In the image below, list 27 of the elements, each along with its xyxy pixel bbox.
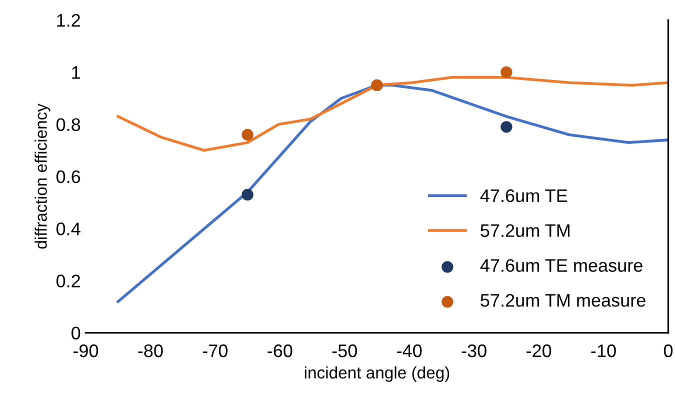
x-tick-label: -30 <box>462 344 486 358</box>
y-tick-label: 0 <box>72 326 80 340</box>
x-tick-label: -60 <box>268 344 292 358</box>
y-tick-label: 1 <box>72 66 80 79</box>
y-tick-label: 0.6 <box>56 170 80 184</box>
legend-label: 57.2um TM <box>480 224 570 237</box>
x-tick-label: -20 <box>526 344 552 358</box>
legend-label: 47.6um TE measure <box>480 259 642 272</box>
point <box>242 188 254 201</box>
y-tick-label: 1.2 <box>57 14 80 27</box>
legend-label: 57.2um TM measure <box>480 294 646 307</box>
x-tick-label: -90 <box>73 344 98 358</box>
x-tick-label: -80 <box>138 344 163 358</box>
x-tick-label: -70 <box>202 344 228 358</box>
legend-label: 47.6um TE <box>480 189 568 202</box>
y-axis-title: diffraction efficiency <box>34 104 50 249</box>
x-tick-label: 0 <box>664 344 673 358</box>
point <box>500 121 512 133</box>
x-tick-label: -50 <box>332 344 357 358</box>
y-tick-label: 0.8 <box>56 118 80 132</box>
x-axis-title: incident angle (deg) <box>304 366 450 382</box>
y-tick-label: 0.2 <box>56 274 80 288</box>
x-tick-label: -40 <box>397 344 422 358</box>
x-tick-label: -10 <box>591 344 616 358</box>
point <box>242 128 254 141</box>
point <box>500 66 512 78</box>
y-tick-label: 0.4 <box>56 222 80 236</box>
